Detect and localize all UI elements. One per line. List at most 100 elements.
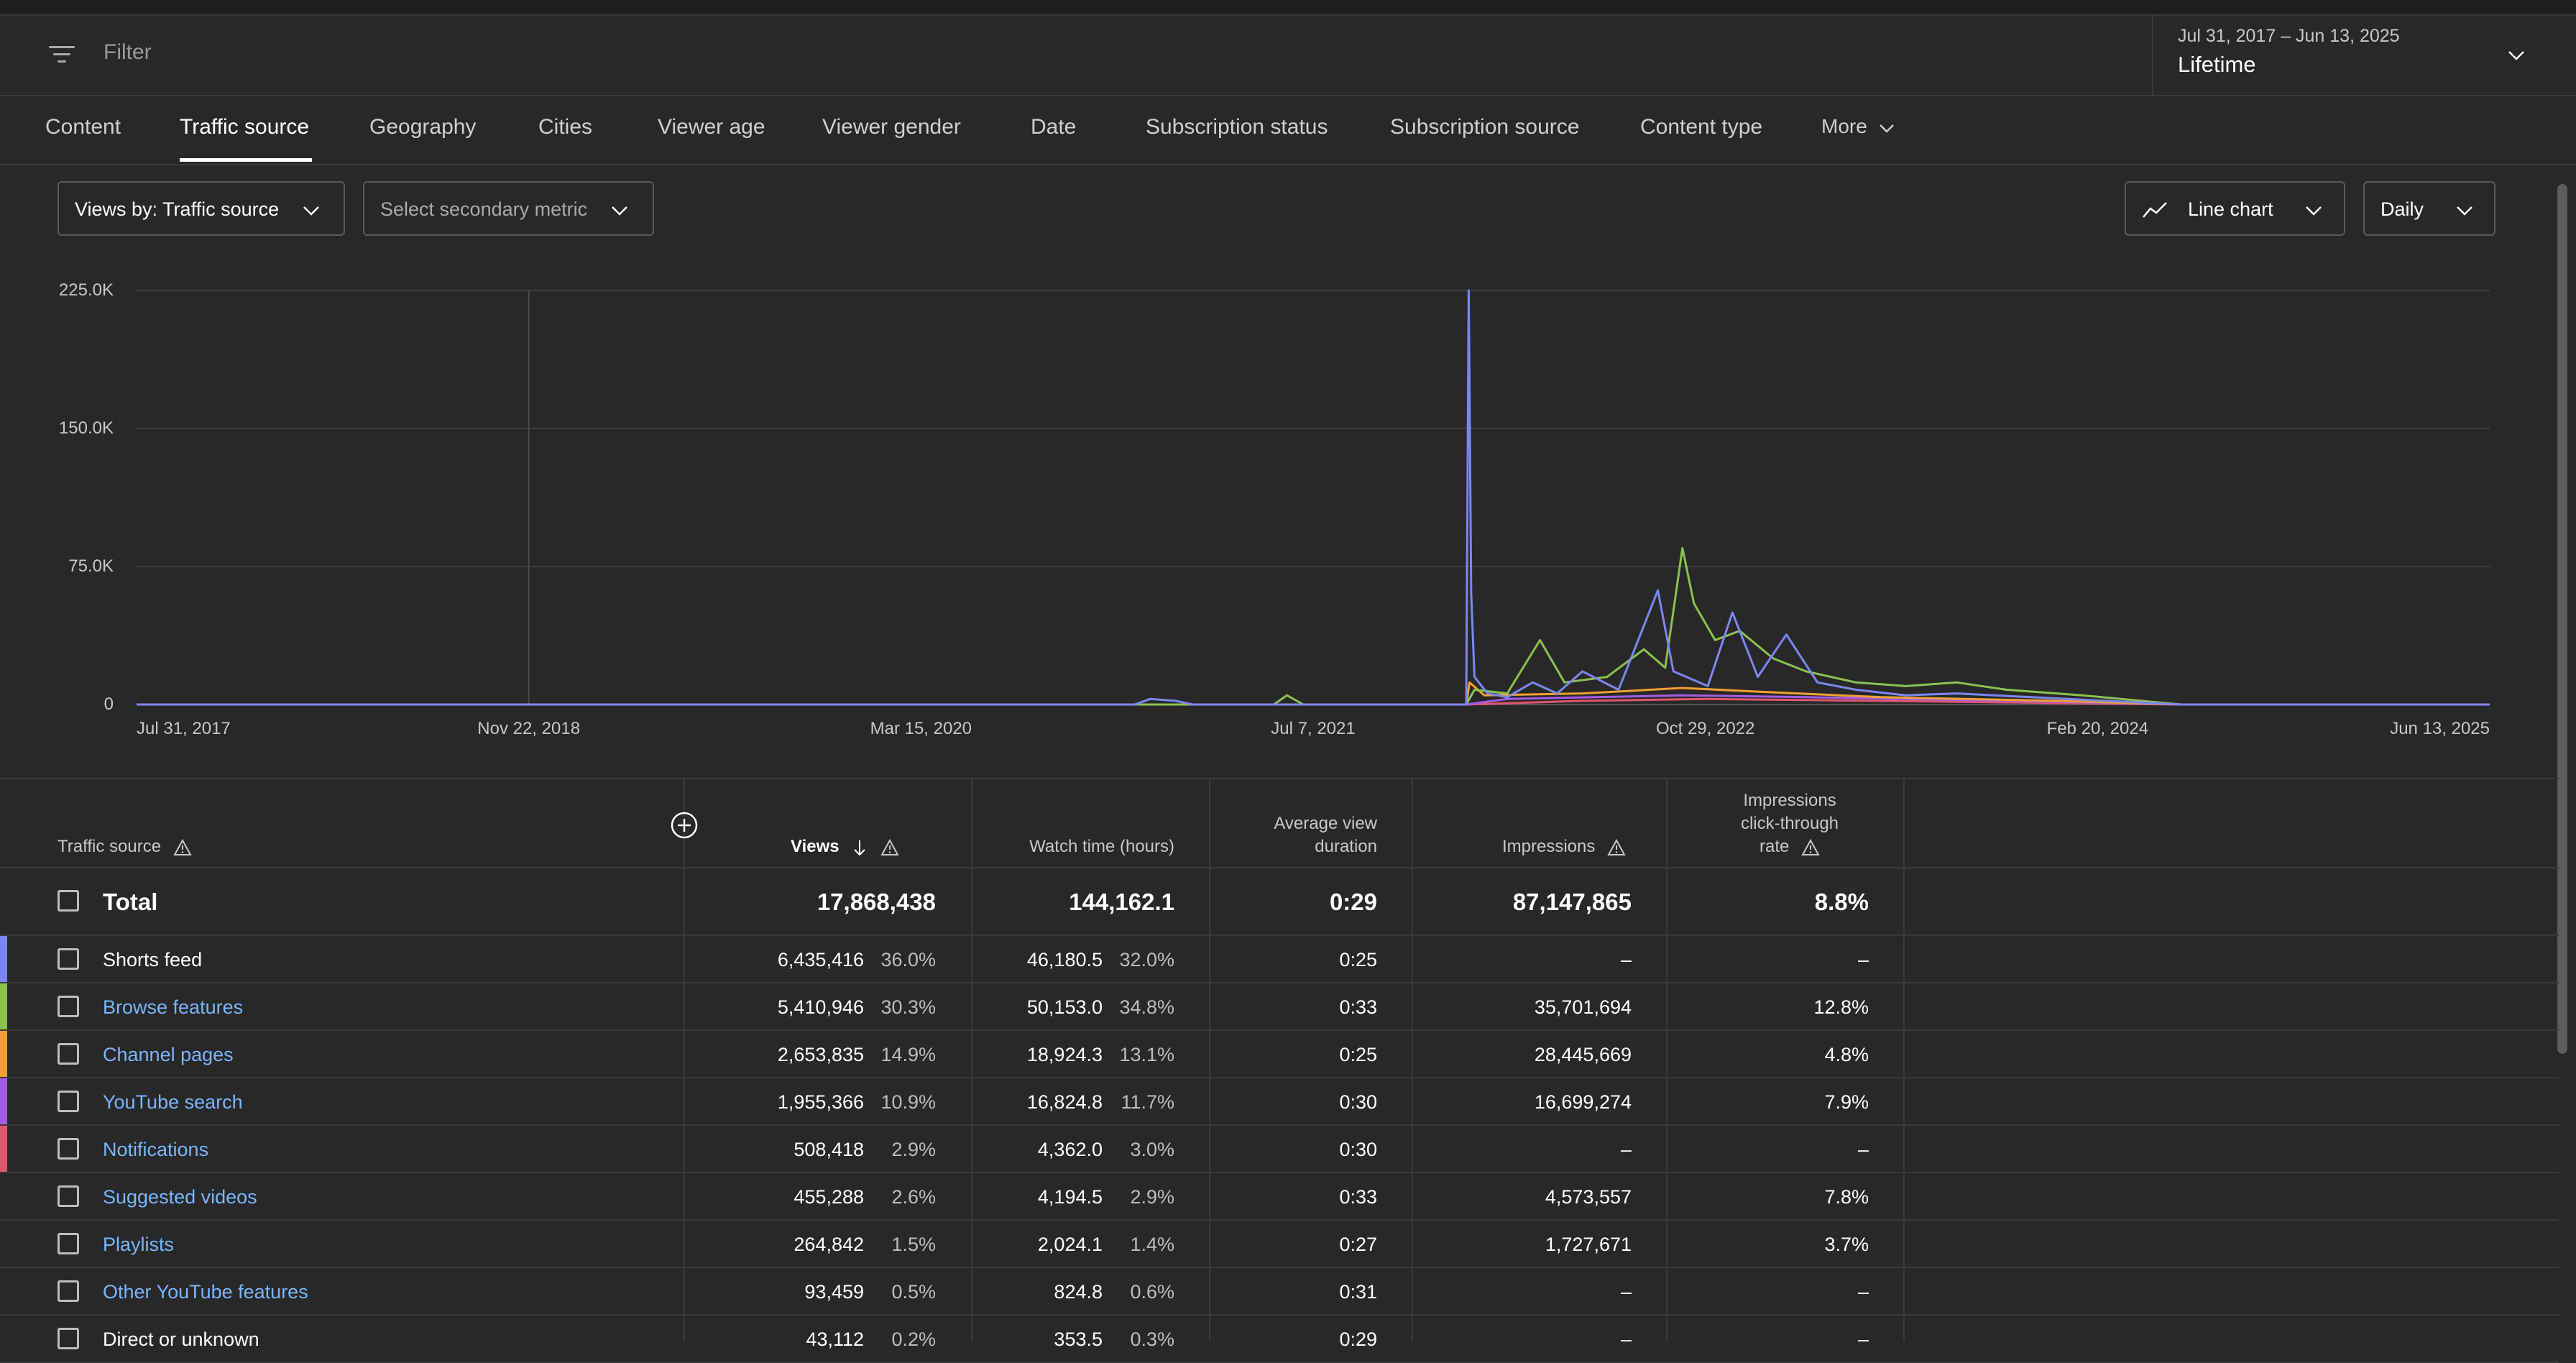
chevron-down-icon xyxy=(2508,51,2524,60)
traffic-source-link[interactable]: Browse features xyxy=(103,996,244,1018)
tab-date[interactable]: Date xyxy=(1031,115,1077,139)
add-column-icon[interactable] xyxy=(670,811,699,840)
ctr-value: 3.7% xyxy=(1824,1234,1869,1255)
row-divider xyxy=(0,1267,2559,1268)
tab-more[interactable]: More xyxy=(1821,115,1896,138)
row-divider xyxy=(0,1314,2559,1316)
header-traffic-source[interactable]: Traffic source xyxy=(58,835,192,858)
watch-time-value: 18,924.3 xyxy=(1026,1044,1103,1065)
views-value: 455,288 xyxy=(794,1186,864,1208)
warning-icon[interactable] xyxy=(880,838,899,856)
column-divider xyxy=(684,778,685,1341)
warning-icon[interactable] xyxy=(173,838,192,856)
row-checkbox[interactable] xyxy=(58,996,79,1017)
header-watch-time[interactable]: Watch time (hours) xyxy=(1029,837,1174,856)
row-checkbox[interactable] xyxy=(58,1185,79,1207)
table-row[interactable]: Browse features 5,410,946 30.3% 50,153.0 34.… xyxy=(0,983,2559,1031)
impressions-value: 1,727,671 xyxy=(1545,1234,1632,1255)
views-value: 508,418 xyxy=(794,1139,864,1160)
traffic-source-link[interactable]: YouTube search xyxy=(103,1091,243,1113)
table-row[interactable]: YouTube search 1,955,366 10.9% 16,824.8 11.7… xyxy=(0,1078,2559,1126)
watch-time-value: 4,362.0 xyxy=(1037,1139,1103,1160)
tab-subscription-status[interactable]: Subscription status xyxy=(1146,115,1328,139)
date-range-picker[interactable]: Jul 31, 2017 – Jun 13, 2025 Lifetime xyxy=(2152,14,2576,95)
watch-time-percent: 32.0% xyxy=(1119,949,1174,970)
vertical-scrollbar[interactable] xyxy=(2557,184,2567,1054)
secondary-metric-dropdown[interactable]: Select secondary metric xyxy=(363,181,654,236)
row-checkbox[interactable] xyxy=(58,948,79,970)
header-impressions[interactable]: Impressions xyxy=(1502,835,1626,858)
traffic-source-link[interactable]: Notifications xyxy=(103,1139,209,1160)
tab-content-type[interactable]: Content type xyxy=(1640,115,1763,139)
y-tick-label: 0 xyxy=(104,694,114,714)
views-value: 5,410,946 xyxy=(777,996,864,1018)
column-divider xyxy=(1209,778,1210,1341)
header-average-view-duration[interactable]: Average view duration xyxy=(1274,812,1377,858)
primary-metric-dropdown[interactable]: Views by: Traffic source xyxy=(58,181,345,236)
series-color-bar xyxy=(0,936,7,983)
total-watch-time: 144,162.1 xyxy=(1069,889,1174,915)
series-line-shorts-feed[interactable] xyxy=(137,289,2490,706)
ctr-value: 7.8% xyxy=(1824,1186,1869,1208)
tab-geography[interactable]: Geography xyxy=(369,115,477,139)
tab-viewer-gender[interactable]: Viewer gender xyxy=(822,115,961,139)
ctr-value: – xyxy=(1857,1139,1869,1160)
x-tick-label: Mar 15, 2020 xyxy=(870,719,972,738)
watch-time-value: 4,194.5 xyxy=(1037,1186,1103,1208)
filter-icon[interactable] xyxy=(49,43,78,66)
warning-icon[interactable] xyxy=(1801,838,1820,856)
traffic-source-name: Shorts feed xyxy=(103,949,203,970)
chart-type-dropdown[interactable]: Line chart xyxy=(2125,181,2345,236)
total-label: Total xyxy=(103,889,158,915)
avd-value: 0:30 xyxy=(1339,1091,1377,1113)
avd-value: 0:25 xyxy=(1339,949,1377,970)
granularity-dropdown[interactable]: Daily xyxy=(2363,181,2496,236)
row-checkbox[interactable] xyxy=(58,1233,79,1254)
header-impressions-label: Impressions xyxy=(1502,837,1596,856)
sort-descending-icon[interactable] xyxy=(851,837,868,858)
warning-icon[interactable] xyxy=(1607,838,1626,856)
ctr-value: 4.8% xyxy=(1824,1044,1869,1065)
table-row[interactable]: Direct or unknown 43,112 0.2% 353.5 0.3% 0:29… xyxy=(0,1316,2559,1363)
avd-value: 0:29 xyxy=(1339,1328,1377,1350)
header-views[interactable]: Views xyxy=(791,835,899,858)
traffic-source-link[interactable]: Other YouTube features xyxy=(103,1281,308,1303)
table-row[interactable]: Suggested videos 455,288 2.6% 4,194.5 2.9% 0:… xyxy=(0,1173,2559,1221)
tab-content[interactable]: Content xyxy=(45,115,121,139)
header-avd-line1: Average view xyxy=(1274,814,1377,833)
table-row[interactable]: Notifications 508,418 2.9% 4,362.0 3.0% 0:30 –… xyxy=(0,1126,2559,1173)
row-checkbox[interactable] xyxy=(58,1280,79,1302)
table-row[interactable]: Channel pages 2,653,835 14.9% 18,924.3 13.1%… xyxy=(0,1031,2559,1078)
filter-input[interactable]: Filter xyxy=(104,40,152,64)
traffic-source-link[interactable]: Playlists xyxy=(103,1234,175,1255)
traffic-source-link[interactable]: Channel pages xyxy=(103,1044,234,1065)
views-value: 1,955,366 xyxy=(777,1091,864,1113)
impressions-value: 35,701,694 xyxy=(1534,996,1632,1018)
table-row[interactable]: Playlists 264,842 1.5% 2,024.1 1.4% 0:27 1,727… xyxy=(0,1221,2559,1268)
x-tick-label: Oct 29, 2022 xyxy=(1655,719,1755,738)
traffic-source-link[interactable]: Suggested videos xyxy=(103,1186,257,1208)
row-checkbox[interactable] xyxy=(58,1328,79,1349)
tab-subscription-source[interactable]: Subscription source xyxy=(1390,115,1580,139)
header-ctr[interactable]: Impressions click-through rate xyxy=(1725,789,1854,858)
table-row[interactable]: Shorts feed 6,435,416 36.0% 46,180.5 32.0% 0:… xyxy=(0,936,2559,983)
watch-time-value: 46,180.5 xyxy=(1026,949,1103,970)
row-checkbox[interactable] xyxy=(58,1043,79,1065)
series-line-browse-features[interactable] xyxy=(137,546,2490,706)
row-checkbox[interactable] xyxy=(58,1138,79,1160)
series-line-channel-pages[interactable] xyxy=(137,681,2490,706)
tab-cities[interactable]: Cities xyxy=(538,115,593,139)
tab-traffic-source[interactable]: Traffic source xyxy=(180,115,310,139)
total-checkbox[interactable] xyxy=(58,890,79,912)
ctr-value: – xyxy=(1857,1328,1869,1350)
row-divider xyxy=(0,1172,2559,1173)
ctr-value: 12.8% xyxy=(1813,996,1869,1018)
table-row[interactable]: Other YouTube features 93,459 0.5% 824.8 0.6… xyxy=(0,1268,2559,1316)
date-range-period: Lifetime xyxy=(2178,52,2256,77)
row-checkbox[interactable] xyxy=(58,1091,79,1112)
avd-value: 0:30 xyxy=(1339,1139,1377,1160)
watch-time-value: 353.5 xyxy=(1054,1328,1103,1350)
x-tick-label: Jun 13, 2025 xyxy=(2390,719,2490,738)
row-divider xyxy=(0,935,2559,936)
tab-viewer-age[interactable]: Viewer age xyxy=(658,115,765,139)
